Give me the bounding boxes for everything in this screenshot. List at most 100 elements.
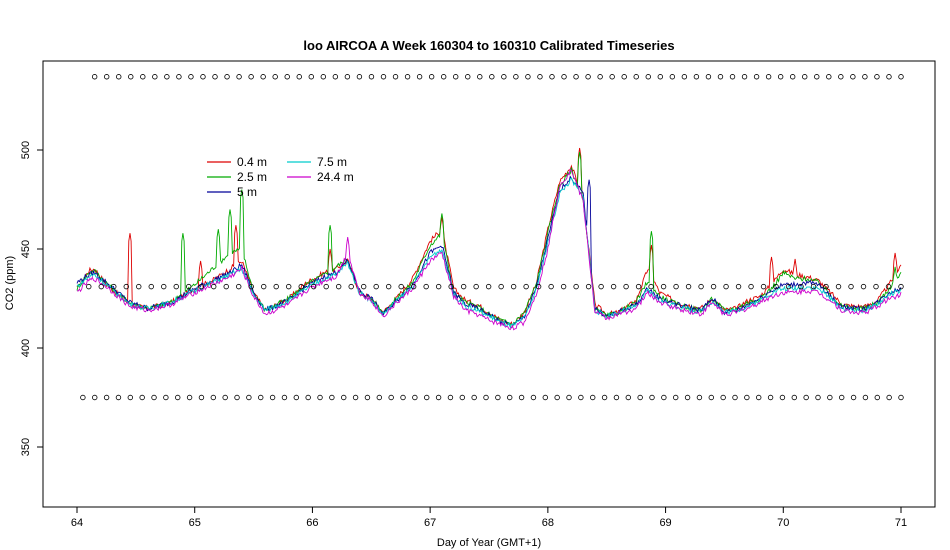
legend-label: 5 m	[237, 185, 257, 199]
marker-point-upper	[453, 74, 459, 80]
marker-point-upper	[248, 74, 254, 80]
marker-point-lower	[862, 394, 869, 401]
marker-point-upper	[224, 74, 230, 80]
marker-point-lower	[874, 394, 880, 401]
marker-point-upper	[416, 74, 423, 80]
chart-title: loo AIRCOA A Week 160304 to 160310 Calib…	[303, 38, 674, 53]
marker-point-upper	[428, 74, 435, 80]
marker-point-lower	[435, 394, 442, 401]
marker-point-middle	[598, 283, 604, 290]
marker-point-middle	[460, 283, 467, 290]
marker-point-middle	[273, 283, 279, 290]
marker-point-lower	[281, 394, 288, 401]
marker-point-middle	[585, 283, 592, 290]
marker-point-upper	[356, 74, 363, 80]
marker-point-middle	[798, 283, 804, 290]
marker-point-lower	[613, 394, 620, 401]
marker-point-upper	[332, 74, 339, 80]
marker-point-upper	[669, 74, 676, 80]
marker-point-middle	[485, 283, 492, 290]
marker-point-lower	[815, 394, 821, 401]
marker-point-upper	[116, 74, 122, 80]
marker-point-lower	[791, 394, 797, 401]
marker-point-lower	[293, 394, 300, 401]
marker-point-middle	[673, 283, 679, 290]
y-tick-label: 400	[20, 339, 32, 357]
marker-point-lower	[779, 394, 786, 401]
marker-point-lower	[720, 394, 726, 401]
legend-label: 24.4 m	[317, 170, 354, 184]
marker-point-middle	[286, 283, 292, 290]
x-tick-label: 66	[306, 517, 318, 529]
marker-point-lower	[625, 394, 631, 401]
marker-point-upper	[693, 74, 700, 80]
plot-frame	[42, 60, 936, 508]
marker-point-middle	[648, 283, 654, 290]
marker-point-middle	[873, 283, 879, 290]
marker-point-middle	[773, 283, 779, 290]
marker-point-middle	[98, 283, 104, 290]
marker-point-upper	[128, 74, 134, 80]
marker-point-middle	[310, 283, 317, 290]
marker-point-middle	[186, 283, 192, 290]
marker-point-lower	[305, 394, 311, 401]
marker-point-middle	[473, 283, 479, 290]
marker-point-lower	[80, 394, 86, 401]
y-tick-label: 350	[20, 438, 32, 456]
series-line-5-mm	[76, 175, 902, 329]
x-tick-label: 69	[659, 517, 671, 529]
marker-point-upper	[284, 74, 290, 80]
marker-point-upper	[609, 74, 615, 80]
marker-point-upper	[741, 74, 748, 80]
marker-point-lower	[827, 394, 833, 401]
plot-area: 64 65 66 67 68 69 70 71 350 400 450 500	[20, 60, 936, 529]
marker-point-upper	[850, 74, 856, 80]
marker-point-lower	[198, 394, 205, 401]
marker-point-upper	[717, 74, 724, 80]
marker-point-middle	[860, 283, 867, 290]
marker-point-upper	[826, 74, 832, 80]
marker-point-lower	[127, 394, 134, 401]
marker-point-upper	[465, 74, 471, 80]
marker-point-middle	[173, 283, 179, 290]
marker-point-lower	[590, 394, 596, 401]
marker-point-upper	[103, 74, 110, 80]
marker-point-middle	[298, 283, 304, 290]
marker-point-middle	[523, 283, 529, 290]
marker-point-lower	[269, 394, 276, 401]
marker-point-lower	[317, 394, 323, 401]
marker-point-upper	[320, 74, 327, 80]
marker-point-lower	[341, 394, 347, 401]
marker-point-upper	[585, 74, 591, 80]
marker-point-lower	[115, 394, 122, 401]
marker-point-upper	[729, 74, 736, 80]
marker-point-lower	[744, 394, 750, 401]
marker-point-middle	[498, 283, 504, 290]
marker-point-middle	[885, 283, 892, 290]
marker-point-upper	[212, 74, 218, 80]
marker-point-middle	[848, 283, 854, 290]
marker-point-lower	[649, 394, 655, 401]
legend-label: 7.5 m	[317, 155, 347, 169]
marker-point-lower	[673, 394, 679, 401]
marker-point-middle	[123, 283, 129, 290]
marker-point-lower	[767, 394, 774, 401]
marker-point-middle	[136, 283, 142, 290]
marker-point-middle	[610, 283, 617, 290]
series-line-2-5-mm	[76, 151, 902, 327]
x-tick-label: 68	[542, 517, 554, 529]
marker-point-lower	[542, 394, 548, 401]
marker-point-middle	[448, 283, 454, 290]
marker-point-middle	[635, 283, 642, 290]
marker-point-upper	[344, 74, 351, 80]
marker-point-lower	[684, 394, 691, 401]
marker-point-upper	[789, 74, 796, 80]
marker-point-middle	[898, 283, 904, 290]
marker-point-middle	[698, 283, 704, 290]
marker-point-upper	[705, 74, 712, 80]
y-tick-label: 500	[20, 141, 32, 159]
legend: 0.4 m2.5 m5 m 7.5 m24.4 m	[207, 155, 354, 199]
marker-point-upper	[525, 74, 531, 80]
marker-point-middle	[660, 283, 667, 290]
